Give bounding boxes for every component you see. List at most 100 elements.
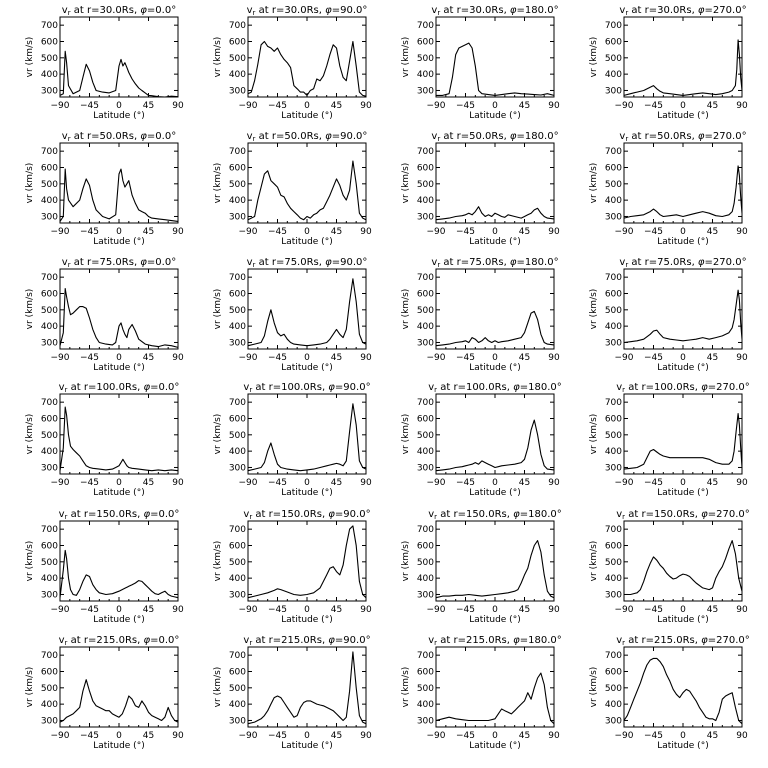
plot-frame <box>623 646 743 728</box>
vr-series-line <box>247 651 367 725</box>
x-tick-label: 90 <box>172 353 184 363</box>
panel-215.0rs-phi-0.0: vr at r=215.0Rs, φ=0.0° −90 −45 0 45 90 300 400… <box>25 635 184 751</box>
x-axis-label: Latitude (°) <box>93 488 144 498</box>
x-tick-label: 90 <box>736 731 748 741</box>
x-tick-label: −90 <box>51 101 70 111</box>
vr-series-line <box>623 39 743 96</box>
y-tick-label: 600 <box>417 414 434 424</box>
y-tick-label: 700 <box>229 398 246 408</box>
x-tick-label: 45 <box>707 353 718 363</box>
y-tick-label: 300 <box>229 590 246 600</box>
y-tick-label: 700 <box>417 651 434 661</box>
panel-50.0rs-phi-180.0: vr at r=50.0Rs, φ=180.0° −90 −45 0 45 90 300 40… <box>401 131 560 247</box>
panel-75.0rs-phi-270.0: vr at r=75.0Rs, φ=270.0° −90 −45 0 45 90 300 40… <box>589 257 748 373</box>
y-tick-label: 500 <box>605 180 622 190</box>
x-tick-label: 0 <box>304 478 310 488</box>
x-tick-label: −90 <box>427 731 446 741</box>
plot-frame <box>247 16 367 98</box>
y-tick-label: 600 <box>605 667 622 677</box>
y-tick-label: 300 <box>417 86 434 96</box>
x-tick-label: 45 <box>519 731 530 741</box>
x-tick-label: 90 <box>172 101 184 111</box>
x-tick-label: 0 <box>304 731 310 741</box>
vr-series-line <box>435 672 555 725</box>
x-tick-label: 45 <box>519 227 530 237</box>
y-tick-label: 700 <box>41 651 58 661</box>
y-axis-label: vr (km/s) <box>25 414 35 455</box>
y-tick-label: 600 <box>605 37 622 47</box>
y-tick-label: 600 <box>605 289 622 299</box>
plot-frame <box>623 142 743 224</box>
y-axis-label: vr (km/s) <box>589 37 599 78</box>
x-axis-label: Latitude (°) <box>281 615 332 625</box>
x-axis-label: Latitude (°) <box>93 741 144 751</box>
x-tick-label: 90 <box>736 227 748 237</box>
x-tick-label: 90 <box>548 731 560 741</box>
x-tick-label: 45 <box>331 353 342 363</box>
y-tick-label: 500 <box>41 180 58 190</box>
y-tick-label: 600 <box>605 541 622 551</box>
panel-title: vr at r=75.0Rs, φ=270.0° <box>619 257 746 269</box>
x-tick-label: −45 <box>80 478 99 488</box>
y-tick-label: 400 <box>41 700 58 710</box>
y-tick-label: 600 <box>41 541 58 551</box>
x-tick-label: 45 <box>143 605 154 615</box>
x-tick-label: 0 <box>492 605 498 615</box>
y-tick-label: 500 <box>417 684 434 694</box>
y-tick-label: 300 <box>229 338 246 348</box>
x-tick-label: 45 <box>331 731 342 741</box>
panel-title: vr at r=215.0Rs, φ=270.0° <box>616 635 750 647</box>
panel-75.0rs-phi-0.0: vr at r=75.0Rs, φ=0.0° −90 −45 0 45 90 300 400 5… <box>25 257 184 373</box>
y-tick-label: 300 <box>605 86 622 96</box>
x-tick-label: −90 <box>239 227 258 237</box>
y-tick-label: 600 <box>41 289 58 299</box>
y-tick-label: 300 <box>417 463 434 473</box>
y-axis-label: vr (km/s) <box>213 541 223 582</box>
panel-50.0rs-phi-90.0: vr at r=50.0Rs, φ=90.0° −90 −45 0 45 90 300 400… <box>213 131 372 247</box>
y-tick-label: 300 <box>605 463 622 473</box>
y-tick-label: 400 <box>605 574 622 584</box>
y-tick-label: 300 <box>417 716 434 726</box>
panel-30.0rs-phi-90.0: vr at r=30.0Rs, φ=90.0° −90 −45 0 45 90 300 400… <box>213 5 372 121</box>
x-tick-label: −45 <box>644 731 663 741</box>
y-tick-label: 400 <box>605 322 622 332</box>
y-axis-label: vr (km/s) <box>25 289 35 330</box>
y-axis-label: vr (km/s) <box>213 414 223 455</box>
y-tick-label: 500 <box>229 54 246 64</box>
y-tick-label: 500 <box>417 54 434 64</box>
x-tick-label: 45 <box>707 731 718 741</box>
y-tick-label: 400 <box>417 70 434 80</box>
plot-frame <box>623 16 743 98</box>
x-axis-label: Latitude (°) <box>281 111 332 121</box>
y-axis-label: vr (km/s) <box>401 37 411 78</box>
y-tick-label: 700 <box>605 398 622 408</box>
panel-30.0rs-phi-0.0: vr at r=30.0Rs, φ=0.0° −90 −45 0 45 90 300 400 5… <box>25 5 184 121</box>
x-axis-label: Latitude (°) <box>281 237 332 247</box>
x-tick-label: 90 <box>548 227 560 237</box>
panel-100.0rs-phi-270.0: vr at r=100.0Rs, φ=270.0° −90 −45 0 45 90 300 4… <box>589 382 750 498</box>
y-tick-label: 600 <box>417 37 434 47</box>
y-tick-label: 500 <box>229 180 246 190</box>
x-tick-label: 45 <box>143 478 154 488</box>
panel-title: vr at r=50.0Rs, φ=180.0° <box>431 131 558 143</box>
x-axis-label: Latitude (°) <box>281 363 332 373</box>
panel-title: vr at r=100.0Rs, φ=270.0° <box>616 382 750 394</box>
panel-title: vr at r=30.0Rs, φ=90.0° <box>247 5 368 17</box>
x-tick-label: −45 <box>644 478 663 488</box>
x-tick-label: −90 <box>239 478 258 488</box>
y-tick-label: 300 <box>229 716 246 726</box>
x-tick-label: 0 <box>492 478 498 488</box>
x-tick-label: −45 <box>456 101 475 111</box>
y-tick-label: 700 <box>417 525 434 535</box>
x-tick-label: 90 <box>736 605 748 615</box>
vr-series-line <box>624 540 743 596</box>
panel-title: vr at r=30.0Rs, φ=270.0° <box>619 5 746 17</box>
y-tick-label: 300 <box>605 590 622 600</box>
vr-series-line <box>435 206 555 221</box>
y-tick-label: 500 <box>605 684 622 694</box>
y-tick-label: 700 <box>41 525 58 535</box>
y-tick-label: 400 <box>605 447 622 457</box>
x-tick-label: 90 <box>548 478 560 488</box>
panel-title: vr at r=75.0Rs, φ=180.0° <box>431 257 558 269</box>
y-tick-label: 400 <box>41 70 58 80</box>
